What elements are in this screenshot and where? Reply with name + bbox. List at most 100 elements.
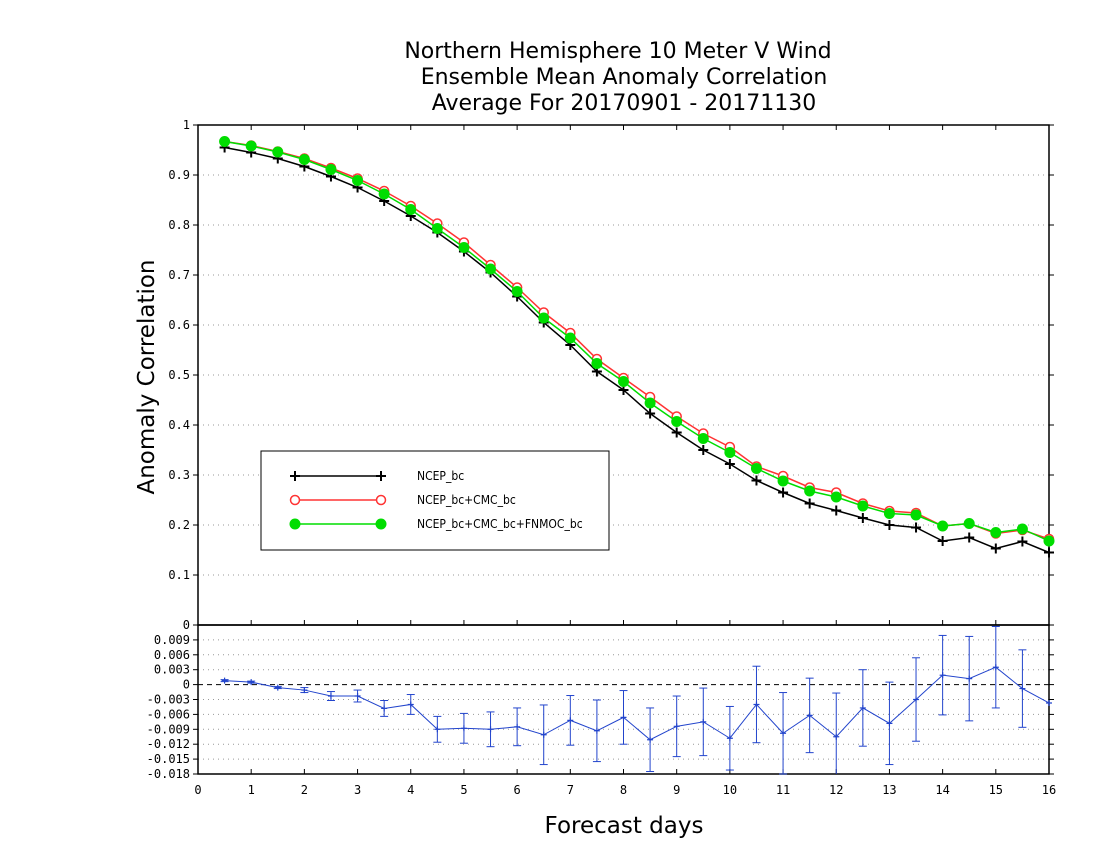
difference-point [726, 735, 733, 742]
series-3-point [910, 509, 922, 521]
top-y-tick-label: 0.3 [168, 468, 190, 482]
difference-point [540, 731, 547, 738]
difference-point [354, 693, 361, 700]
series-3-point [750, 463, 762, 474]
series-1-point [884, 520, 895, 530]
x-tick-label: 5 [460, 783, 467, 797]
series-3-point [857, 500, 869, 512]
series-1-point [671, 427, 682, 438]
series-1-point [778, 487, 789, 498]
series-3-point [405, 204, 417, 215]
difference-point [753, 701, 760, 708]
series-1-point [1017, 536, 1028, 547]
series-3-point [724, 447, 736, 458]
bottom-y-tick-label: 0.009 [154, 633, 190, 647]
legend-marker-3 [289, 518, 301, 530]
difference-point [806, 712, 813, 719]
difference-point [593, 727, 600, 734]
series-3-point [1016, 523, 1028, 535]
series-1-point [698, 445, 709, 455]
series-1-point [990, 543, 1001, 554]
y-axis-label: Anomaly Correlation [134, 259, 160, 494]
difference-point [1019, 685, 1026, 692]
difference-point [434, 726, 441, 733]
bottom-top-axis-label: 0 [183, 618, 190, 632]
x-axis-ticks: 0 1 2 3 4 5 6 7 8 9 10 11 12 13 14 15 16 [194, 125, 1056, 797]
series-3-point [671, 416, 683, 427]
difference-point [913, 696, 920, 703]
series-3-point [618, 376, 629, 387]
x-tick-label: 1 [248, 783, 255, 797]
legend-marker-3 [375, 518, 387, 530]
top-panel-y-ticks: 0.1 0.2 0.3 0.4 0.5 0.6 0.7 0.8 0.9 1 [168, 118, 1054, 626]
series-3-point [431, 223, 443, 234]
series-1-point [857, 513, 868, 523]
difference-point [327, 693, 334, 700]
difference-point [939, 672, 946, 679]
series-1-point [831, 505, 842, 516]
series-3-point [485, 263, 497, 275]
series-3-point [272, 146, 284, 158]
top-y-tick-label: 0.2 [168, 518, 190, 532]
difference-point [886, 720, 893, 727]
series-3-point [644, 397, 656, 409]
difference-point [859, 704, 866, 711]
x-tick-label: 16 [1042, 783, 1056, 797]
legend-label-1: NCEP_bc [417, 469, 464, 483]
difference-point [248, 679, 255, 686]
difference-point [381, 705, 388, 712]
x-tick-label: 7 [567, 783, 574, 797]
x-tick-label: 14 [935, 783, 949, 797]
difference-point [567, 717, 574, 724]
series-3-point [538, 312, 550, 324]
bottom-y-tick-label: 0.003 [154, 663, 190, 677]
series-3-point [352, 175, 364, 186]
series-3-point [830, 491, 842, 503]
difference-point [1046, 699, 1052, 706]
top-y-tick-label: 0.1 [168, 568, 190, 582]
bottom-y-tick-label: -0.012 [147, 737, 190, 751]
x-tick-label: 4 [407, 783, 414, 797]
difference-point [407, 701, 414, 708]
difference-point [673, 723, 680, 730]
series-3-point [937, 520, 949, 532]
difference-point [221, 677, 228, 684]
difference-point [514, 723, 521, 730]
series-3-point [1043, 535, 1055, 547]
bottom-y-tick-label: -0.018 [147, 767, 190, 781]
difference-point [780, 730, 787, 737]
series-3-point [591, 358, 603, 369]
difference-point [274, 684, 281, 691]
series-1-point [964, 532, 975, 543]
top-y-tick-label: 0.8 [168, 218, 190, 232]
series-1-point [724, 459, 735, 469]
difference-point [992, 664, 999, 671]
legend-marker-1 [376, 471, 386, 481]
series-3-point [219, 136, 231, 147]
x-tick-label: 0 [194, 783, 201, 797]
series-3-point [883, 508, 895, 519]
difference-point [460, 725, 467, 732]
x-tick-label: 6 [514, 783, 521, 797]
x-tick-label: 15 [989, 783, 1003, 797]
legend-marker-1 [290, 471, 300, 481]
legend-marker-2 [375, 494, 387, 506]
x-tick-label: 8 [620, 783, 627, 797]
series-3-point [245, 140, 257, 152]
difference-point [966, 675, 973, 682]
legend-marker-2 [289, 494, 301, 506]
plot-frames [197, 124, 1050, 775]
x-tick-label: 10 [723, 783, 737, 797]
chart-title-line-2: Ensemble Mean Anomaly Correlation [421, 65, 828, 90]
legend: NCEP_bc NCEP_bc+CMC_bc NCEP_bc+CMC_bc+FNMO… [260, 450, 610, 551]
series-1-point [1044, 547, 1054, 558]
difference-point [833, 733, 840, 740]
x-tick-label: 9 [673, 783, 680, 797]
series-1-point [937, 536, 948, 546]
x-tick-label: 11 [776, 783, 790, 797]
legend-label-2: NCEP_bc+CMC_bc [417, 493, 516, 507]
series-1-point [804, 498, 815, 509]
difference-line [224, 666, 1050, 741]
bottom-y-tick-label: -0.015 [147, 752, 190, 766]
